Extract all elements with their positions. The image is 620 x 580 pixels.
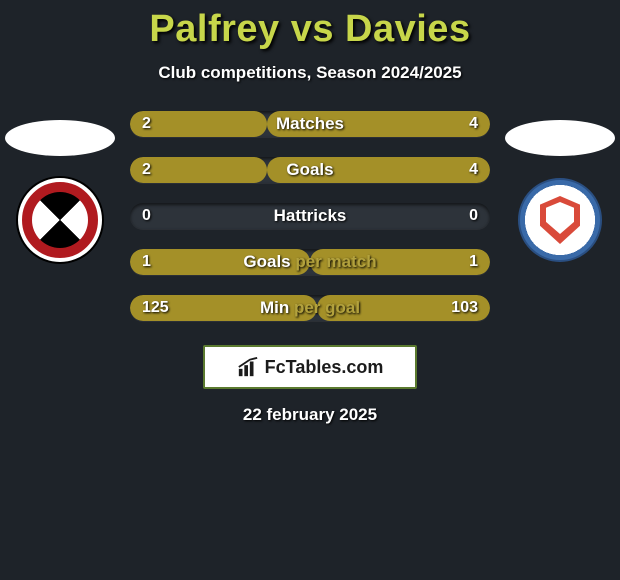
stat-value-left: 1 <box>142 249 151 275</box>
comparison-date: 22 february 2025 <box>0 405 620 425</box>
stat-fill-left <box>130 249 310 275</box>
stat-row: 125103Min per goal <box>130 295 490 321</box>
stats-container: 24Matches24Goals00Hattricks11Goals per m… <box>130 111 490 321</box>
page-title: Palfrey vs Davies <box>0 0 620 51</box>
bar-chart-icon <box>237 356 259 378</box>
stat-fill-right <box>310 249 490 275</box>
left-player-pod <box>0 120 120 262</box>
stat-track <box>130 203 490 229</box>
brand-prefix: Fc <box>265 357 286 377</box>
brand-badge: FcTables.com <box>203 345 417 389</box>
stat-value-right: 4 <box>469 157 478 183</box>
stat-track <box>130 249 490 275</box>
right-player-silhouette <box>505 120 615 156</box>
stat-value-right: 103 <box>451 295 478 321</box>
stat-value-right: 4 <box>469 111 478 137</box>
right-club-badge <box>518 178 602 262</box>
stat-row: 24Matches <box>130 111 490 137</box>
brand-main: Tables <box>286 357 342 377</box>
season-subtitle: Club competitions, Season 2024/2025 <box>0 63 620 83</box>
stat-fill-right <box>267 157 490 183</box>
brand-suffix: .com <box>341 357 383 377</box>
stat-row: 11Goals per match <box>130 249 490 275</box>
stat-value-left: 2 <box>142 157 151 183</box>
right-player-pod <box>500 120 620 262</box>
stat-track <box>130 295 490 321</box>
stat-track <box>130 111 490 137</box>
right-club-crest <box>540 196 580 244</box>
stat-value-left: 125 <box>142 295 169 321</box>
stat-value-right: 0 <box>469 203 478 229</box>
brand-text: FcTables.com <box>265 357 384 378</box>
left-player-silhouette <box>5 120 115 156</box>
stat-row: 00Hattricks <box>130 203 490 229</box>
stat-fill-right <box>267 111 490 137</box>
stat-value-left: 0 <box>142 203 151 229</box>
left-club-badge-inner <box>32 192 88 248</box>
stat-value-left: 2 <box>142 111 151 137</box>
stat-track <box>130 157 490 183</box>
left-club-badge <box>18 178 102 262</box>
stat-row: 24Goals <box>130 157 490 183</box>
stat-value-right: 1 <box>469 249 478 275</box>
